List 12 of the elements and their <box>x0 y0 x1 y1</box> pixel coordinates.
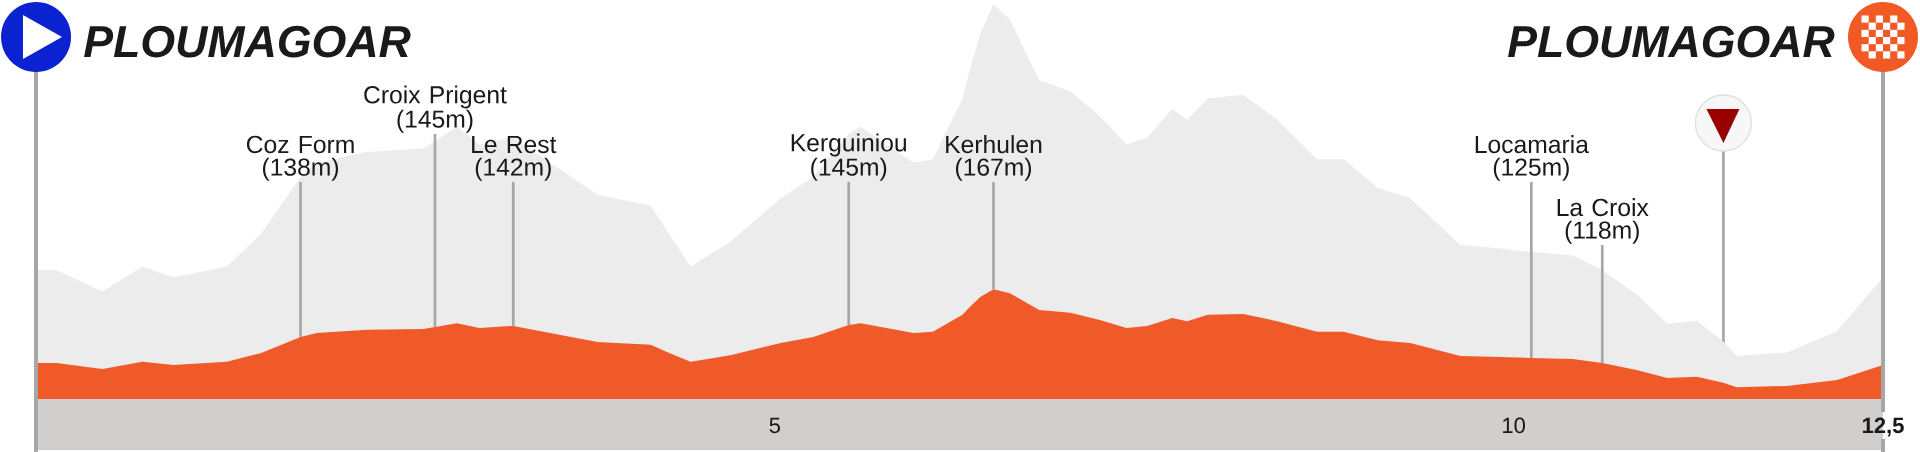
annotation: Croix Prigent (145m) <box>364 85 507 133</box>
annotation: Le Rest (142m) <box>472 135 557 181</box>
x-tick-label: 10 <box>1503 417 1525 434</box>
ref-line-label: PLOUMAGOAR <box>84 25 411 58</box>
x-tick-label: 5 <box>769 417 781 434</box>
annotation: Kerhulen (167m) <box>946 135 1042 181</box>
x-tick-label: 12,5 <box>1862 417 1904 437</box>
annotation: Locamaria (125m) <box>1475 135 1589 181</box>
ref-line-label: PLOUMAGOAR <box>1507 25 1835 58</box>
annotation: La Croix (118m) <box>1557 198 1649 244</box>
annotation: Kerguiniou (145m) <box>791 133 906 181</box>
annotation: Coz Form (138m) <box>246 135 354 181</box>
